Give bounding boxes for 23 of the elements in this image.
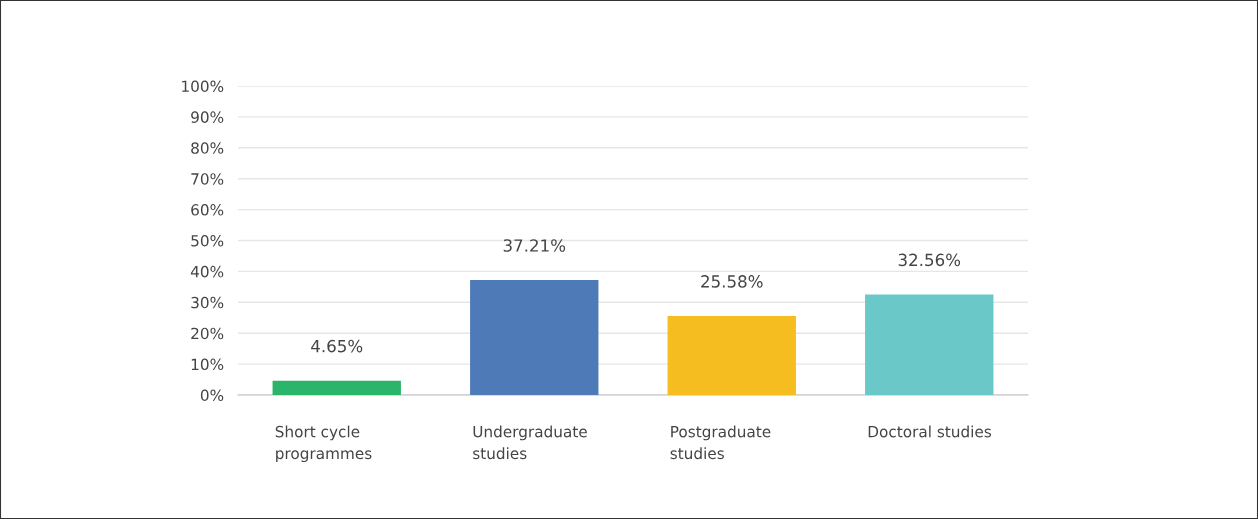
y-tick-label: 0%: [200, 389, 224, 402]
y-tick-label: 100%: [182, 80, 224, 93]
x-tick-label: Short cycle programmes: [275, 425, 372, 463]
y-tick-label: 70%: [191, 173, 224, 185]
y-tick-label: 10%: [191, 358, 224, 371]
x-tick-label: Postgraduate studies: [670, 425, 771, 460]
bar: [865, 294, 994, 395]
y-tick-label: 40%: [190, 265, 224, 278]
y-tick-label: 60%: [191, 204, 224, 216]
x-tick-label: Undergraduate studies: [473, 425, 587, 460]
y-tick-label: 30%: [191, 296, 224, 309]
bar: [470, 280, 599, 395]
data-label: 32.56%: [898, 253, 961, 267]
y-tick-label: 50%: [191, 234, 224, 247]
y-tick-label: 20%: [191, 327, 224, 340]
x-tick-label: Doctoral studies: [868, 425, 992, 438]
data-label: 4.65%: [311, 339, 363, 353]
bar: [667, 315, 796, 395]
y-tick-label: 90%: [191, 111, 224, 123]
y-tick-label: 80%: [191, 142, 224, 154]
data-label: 25.58%: [701, 275, 763, 288]
bar: [272, 380, 401, 395]
data-label: 37.21%: [503, 239, 566, 252]
